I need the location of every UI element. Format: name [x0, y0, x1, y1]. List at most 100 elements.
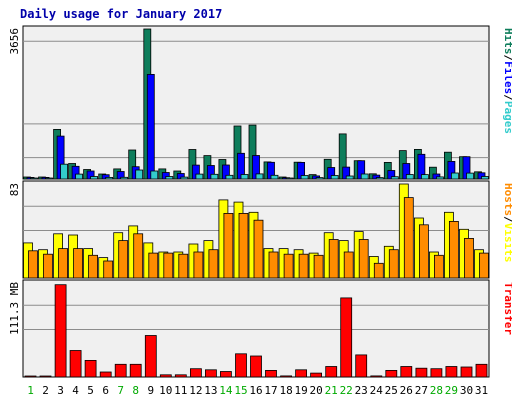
x-tick-label-day-22: 22 — [340, 384, 353, 397]
x-tick-label-day-13: 13 — [204, 384, 217, 397]
bar-hosts-day-17 — [268, 251, 279, 279]
x-tick-label-day-15: 15 — [234, 384, 247, 397]
bar-pages-day-28 — [435, 176, 444, 180]
right-axis-label-part: Hits — [502, 28, 512, 55]
x-tick-label-day-25: 25 — [385, 384, 398, 397]
bar-pages-day-19 — [300, 175, 309, 180]
y-axis-max-label: 83 — [8, 183, 21, 196]
x-tick-label-day-12: 12 — [189, 384, 202, 397]
panel-hits-files-pages: 3656 Hits/Files/Pages — [8, 25, 512, 180]
bar-transfer-day-23 — [355, 354, 368, 378]
bar-pages-day-26 — [405, 174, 414, 180]
bar-hosts-day-4 — [73, 248, 83, 279]
x-tick-label-day-21: 21 — [325, 384, 338, 397]
bar-transfer-day-5 — [84, 359, 97, 378]
bar-pages-day-14 — [225, 174, 234, 180]
right-axis-label-part: Hosts — [502, 183, 512, 216]
bar-hosts-day-15 — [238, 212, 249, 279]
right-axis-label-part: / — [502, 216, 512, 223]
panel-visits-hosts: 83 Hosts/Visits — [8, 180, 512, 279]
bar-pages-day-13 — [210, 173, 219, 180]
x-tick-label-day-7: 7 — [117, 384, 124, 397]
x-tick-label-day-3: 3 — [57, 384, 64, 397]
bar-transfer-day-1 — [24, 375, 37, 378]
y-axis-max-label: 3656 — [8, 28, 21, 55]
x-tick-label-day-11: 11 — [174, 384, 187, 397]
x-tick-label-day-19: 19 — [294, 384, 307, 397]
bar-hosts-day-19 — [298, 253, 309, 279]
bar-transfer-day-26 — [400, 366, 413, 378]
bar-transfer-day-24 — [370, 375, 383, 378]
x-tick-label-day-24: 24 — [370, 384, 384, 397]
bar-hosts-day-16 — [253, 219, 264, 279]
right-axis-label: Hits/Files/Pages — [502, 28, 512, 134]
y-axis-max-label: 111.3 MB — [8, 282, 21, 335]
right-axis-label: Hosts/Visits — [502, 183, 512, 263]
bar-pages-day-3 — [60, 163, 68, 180]
bar-hosts-day-1 — [28, 250, 38, 279]
bar-pages-day-6 — [105, 176, 114, 180]
x-tick-label-day-28: 28 — [430, 384, 443, 397]
right-axis-label-part: Files — [502, 61, 512, 94]
bar-pages-day-1 — [30, 177, 38, 180]
bar-pages-day-8 — [135, 169, 144, 180]
bar-transfer-day-6 — [99, 371, 112, 378]
x-tick-label-day-30: 30 — [460, 384, 473, 397]
bar-pages-day-30 — [466, 172, 474, 180]
bar-transfer-day-3 — [54, 284, 67, 378]
x-tick-label-day-10: 10 — [159, 384, 172, 397]
bar-transfer-day-8 — [129, 363, 142, 378]
bar-hosts-day-5 — [88, 254, 98, 279]
right-axis-label-part: Visits — [502, 223, 512, 263]
bar-transfer-day-29 — [445, 366, 458, 378]
bar-transfer-day-27 — [415, 367, 428, 378]
bar-transfer-day-2 — [39, 375, 52, 378]
bar-pages-day-4 — [75, 173, 83, 180]
bar-pages-day-23 — [360, 173, 369, 180]
chart-title: Daily usage for January 2017 — [20, 7, 223, 21]
bar-hosts-day-20 — [313, 254, 324, 279]
bar-transfer-day-16 — [250, 355, 262, 378]
x-tick-label-day-16: 16 — [249, 384, 262, 397]
x-tick-label-day-17: 17 — [264, 384, 277, 397]
bar-hosts-day-7 — [118, 240, 129, 279]
x-tick-label-day-27: 27 — [415, 384, 428, 397]
bar-transfer-day-30 — [460, 366, 473, 378]
bar-transfer-day-12 — [189, 368, 202, 378]
bar-transfer-day-7 — [114, 363, 127, 378]
right-axis-label-part: / — [502, 94, 512, 101]
bar-transfer-day-22 — [340, 297, 353, 378]
bar-pages-day-25 — [390, 176, 399, 180]
bar-transfer-day-31 — [475, 363, 488, 378]
x-tick-label-day-31: 31 — [475, 384, 488, 397]
bar-transfer-day-13 — [204, 369, 217, 378]
x-tick-label-day-20: 20 — [309, 384, 322, 397]
x-tick-label-day-14: 14 — [219, 384, 233, 397]
bar-transfer-day-19 — [295, 369, 308, 378]
panel-transfer: 111.3 MB Transfer — [8, 279, 512, 378]
bar-hosts-day-21 — [328, 239, 339, 279]
right-axis-label: Transfer — [502, 282, 512, 335]
bar-hosts-day-29 — [448, 220, 459, 279]
bar-pages-day-5 — [90, 176, 98, 180]
bar-hosts-day-3 — [58, 248, 68, 279]
bar-pages-day-31 — [481, 176, 489, 180]
bar-pages-day-9 — [150, 170, 159, 180]
bar-pages-day-12 — [195, 173, 204, 180]
bar-pages-day-18 — [285, 177, 294, 180]
bar-transfer-day-20 — [310, 372, 323, 378]
bar-hosts-day-12 — [193, 251, 204, 279]
bar-transfer-day-11 — [174, 374, 187, 378]
x-tick-label-day-26: 26 — [400, 384, 413, 397]
x-tick-label-day-5: 5 — [87, 384, 94, 397]
bar-hosts-day-18 — [283, 253, 294, 279]
bar-hosts-day-25 — [388, 249, 399, 279]
right-axis-label-part: / — [502, 55, 512, 62]
bar-transfer-day-21 — [325, 366, 338, 378]
bar-hosts-day-13 — [208, 249, 219, 279]
x-tick-label-day-1: 1 — [27, 384, 34, 397]
bar-pages-day-15 — [240, 174, 249, 180]
bar-pages-day-22 — [345, 175, 354, 180]
bar-hosts-day-10 — [163, 252, 174, 279]
